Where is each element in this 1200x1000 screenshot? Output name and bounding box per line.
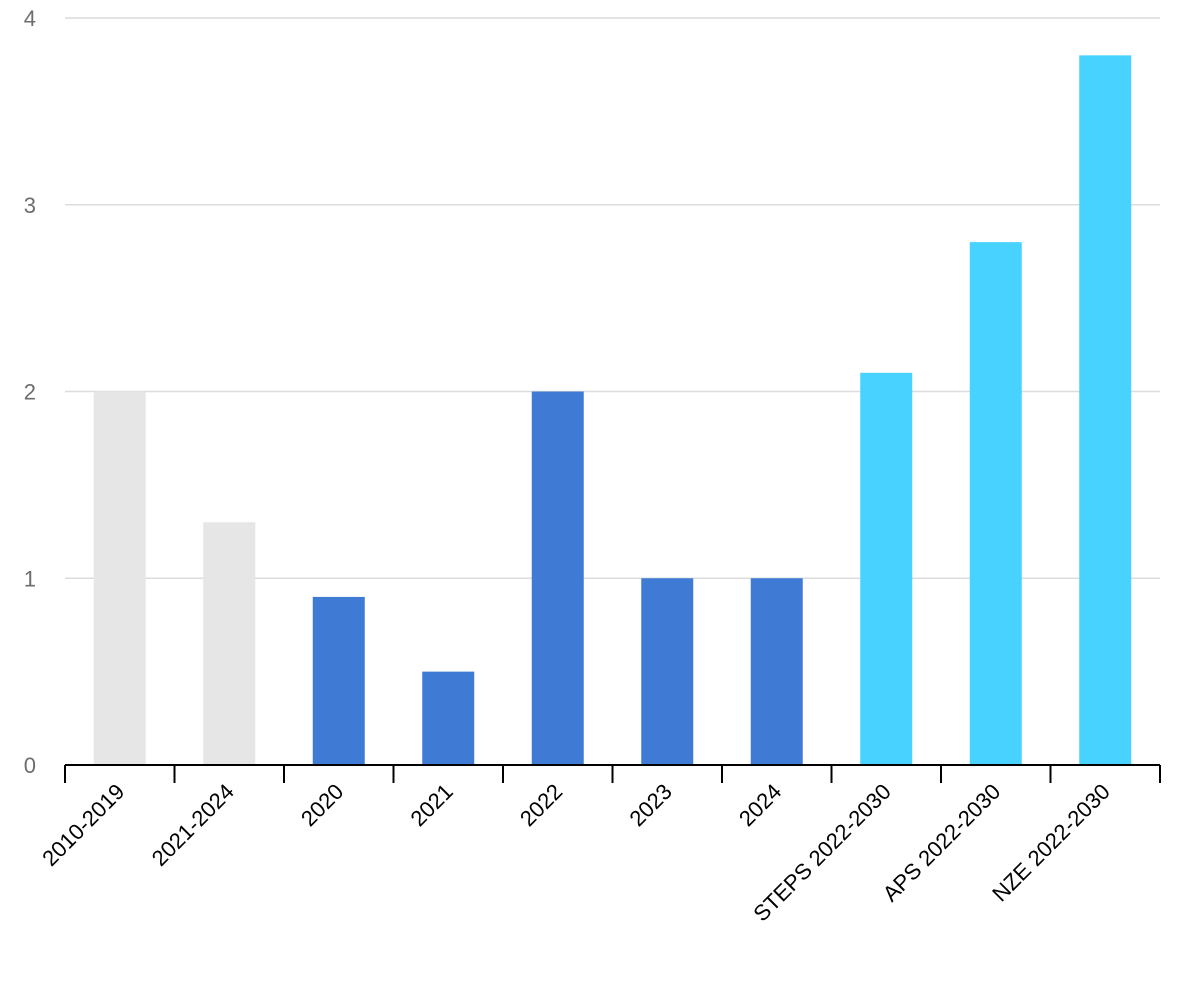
y-axis-labels: 0 1 2 3 4 [24, 6, 36, 778]
bars [93, 55, 1132, 766]
y-tick-label: 3 [24, 193, 36, 218]
bar-2022 [531, 391, 584, 765]
bar-2021-2024 [203, 522, 256, 765]
bar-nze-2022-2030 [1079, 55, 1132, 766]
bar-aps-2022-2030 [969, 242, 1022, 766]
bar-2020 [312, 596, 365, 765]
x-tick-label: 2010-2019 [37, 779, 129, 871]
y-tick-label: 0 [24, 753, 36, 778]
bar-2010-2019 [93, 391, 146, 765]
bar-2021 [422, 671, 475, 765]
bar-steps-2022-2030 [860, 372, 913, 765]
x-tick-label: 2021-2024 [147, 779, 239, 871]
x-tick-label: NZE 2022-2030 [987, 779, 1115, 907]
x-tick-label: 2021 [405, 779, 457, 831]
y-tick-label: 1 [24, 566, 36, 591]
x-tick-label: APS 2022-2030 [878, 779, 1006, 907]
x-tick-label: 2020 [296, 779, 348, 831]
y-tick-label: 4 [24, 6, 36, 31]
bar-2024 [750, 578, 803, 765]
x-axis-labels: 2010-2019 2021-2024 2020 2021 2022 2023 2024ST… [37, 779, 1115, 926]
bar-2023 [641, 578, 694, 765]
x-tick-label: 2022 [515, 779, 567, 831]
y-tick-label: 2 [24, 380, 36, 405]
x-axis [64, 764, 1161, 783]
x-tick-label: 2023 [624, 779, 676, 831]
x-tick-label: 2024 [734, 779, 786, 831]
